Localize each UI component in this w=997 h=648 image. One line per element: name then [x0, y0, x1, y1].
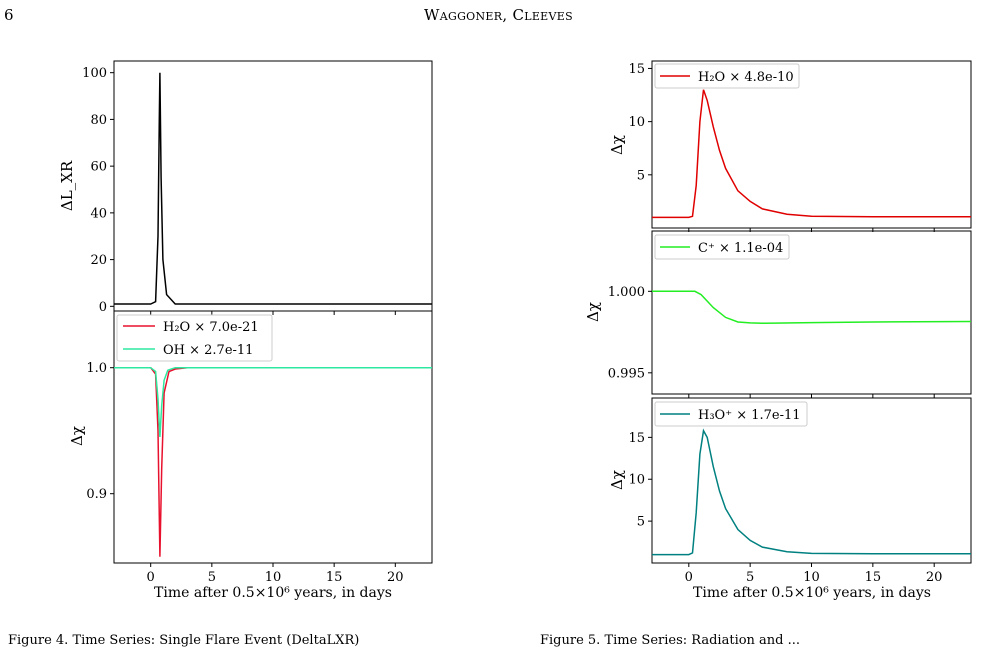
legend-item-oh: OH × 2.7e-11 [163, 343, 253, 358]
right-h2o-series-line [652, 89, 971, 219]
x-tick-label: 15 [326, 570, 343, 585]
right-xlabel: Time after 0.5×10⁶ years, in days [693, 585, 931, 601]
y-tick-label: 20 [90, 253, 107, 268]
right-panel1-legend: H₂O × 4.8e-10 [654, 63, 800, 89]
right-panel1-ylabel: Δχ [608, 135, 626, 155]
h3o-series-line [652, 428, 971, 556]
x-tick-label: 0 [685, 570, 693, 585]
y-tick-label: 15 [628, 431, 645, 446]
y-tick-label: 0 [99, 300, 107, 315]
left-bottom-panel: 0.9 1.0 0 5 10 15 20 Δχ H₂O × 7.0e-21 OH × 2.… [68, 310, 433, 601]
x-tick-label: 10 [265, 570, 282, 585]
left-legend: H₂O × 7.0e-21 OH × 2.7e-11 [116, 314, 273, 362]
x-tick-label: 5 [746, 570, 754, 585]
y-tick-label: 80 [90, 113, 107, 128]
cplus-series-line [652, 290, 972, 325]
running-head: Waggoner, Cleeves [424, 6, 573, 24]
legend-item-h2o-right: H₂O × 4.8e-10 [698, 70, 794, 85]
left-bottom-ylabel: Δχ [68, 426, 86, 446]
y-tick-label: 100 [82, 66, 107, 81]
caption-right: Figure 5. Time Series: Radiation and ... [540, 633, 801, 648]
y-tick-label: 40 [90, 206, 107, 221]
legend-item-h2o: H₂O × 7.0e-21 [163, 320, 259, 335]
lxr-series-line [114, 72, 432, 305]
y-tick-label: 15 [628, 62, 645, 77]
h2o-series-line [114, 366, 432, 557]
page-number: 6 [4, 6, 14, 24]
x-tick-label: 20 [387, 570, 404, 585]
y-tick-label: 5 [637, 515, 645, 530]
x-tick-label: 10 [803, 570, 820, 585]
right-panel-h3o: 5 10 15 0 5 10 15 20 Δχ H₃O⁺ × 1.7e-11 Time af… [608, 397, 972, 601]
oh-series-line [114, 366, 432, 438]
y-tick-label: 10 [628, 115, 645, 130]
left-top-panel: 0 20 40 60 80 100 ΔL_XR [58, 60, 433, 315]
y-tick-label: 5 [637, 168, 645, 183]
x-tick-label: 5 [208, 570, 216, 585]
y-tick-label: 0.995 [608, 366, 645, 381]
right-panel2-ylabel: Δχ [584, 302, 602, 322]
caption-left: Figure 4. Time Series: Single Flare Even… [8, 633, 360, 648]
left-xlabel: Time after 0.5×10⁶ years, in days [154, 585, 392, 601]
y-tick-label: 0.9 [86, 487, 107, 502]
right-panel2-legend: C⁺ × 1.1e-04 [654, 234, 790, 260]
right-panel-h2o: 5 10 15 Δχ H₂O × 4.8e-10 [608, 60, 972, 232]
x-tick-label: 0 [147, 570, 155, 585]
right-panel-cplus: 0.995 1.000 Δχ C⁺ × 1.1e-04 [584, 230, 972, 398]
left-top-ylabel: ΔL_XR [58, 160, 76, 211]
y-tick-label: 1.0 [86, 361, 107, 376]
right-panel3-ylabel: Δχ [608, 470, 626, 490]
legend-item-cplus: C⁺ × 1.1e-04 [698, 241, 783, 256]
legend-item-h3o: H₃O⁺ × 1.7e-11 [698, 408, 801, 423]
y-tick-label: 10 [628, 473, 645, 488]
x-tick-label: 20 [926, 570, 943, 585]
x-tick-label: 15 [865, 570, 882, 585]
y-tick-label: 1.000 [608, 285, 645, 300]
right-panel3-legend: H₃O⁺ × 1.7e-11 [654, 401, 808, 427]
y-tick-label: 60 [90, 160, 107, 175]
